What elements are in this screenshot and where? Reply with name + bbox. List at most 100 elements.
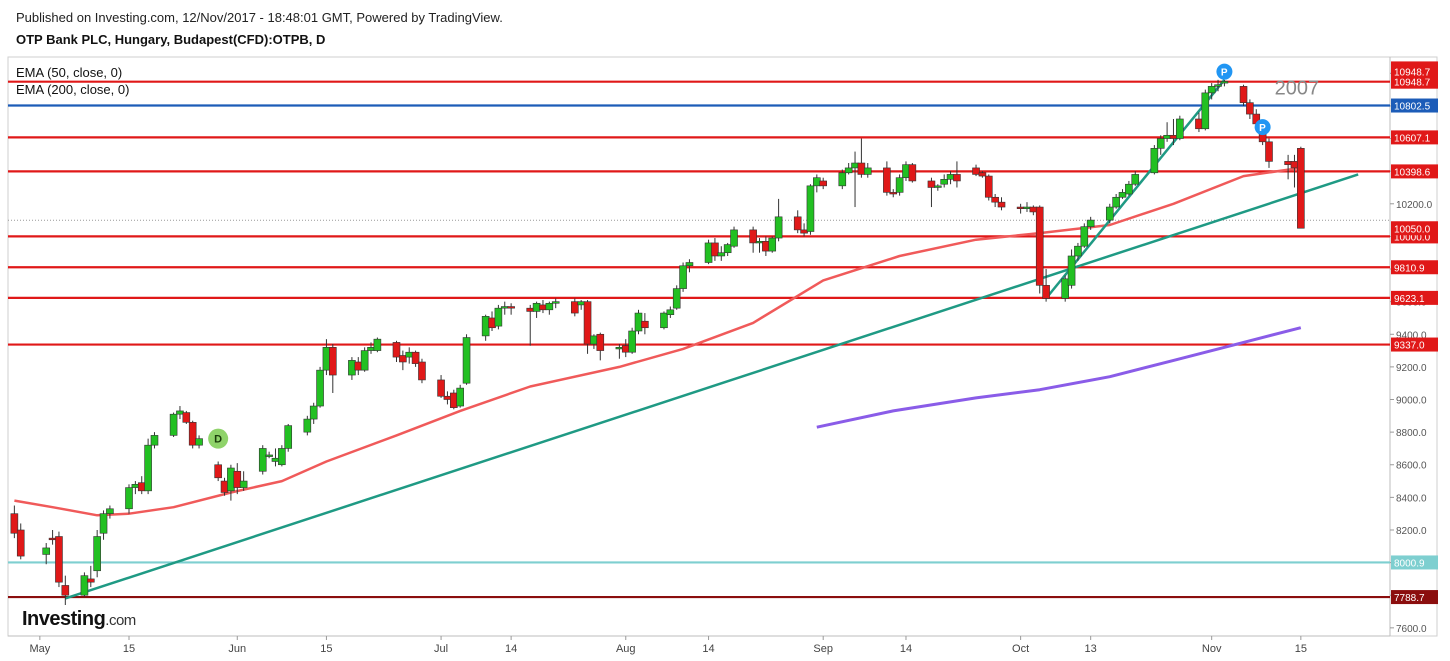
candle-body <box>61 585 70 596</box>
candle <box>55 531 63 588</box>
time-tick-label: May <box>29 643 50 655</box>
candle <box>1265 138 1273 168</box>
candle <box>271 448 280 467</box>
dividend-badge-label: D <box>214 434 222 446</box>
candle <box>908 163 917 183</box>
published-caption: Published on Investing.com, 12/Nov/2017 … <box>16 10 503 25</box>
candle <box>1086 216 1095 230</box>
candle-body <box>99 513 108 534</box>
price-tag-label: 10802.5 <box>1394 102 1431 113</box>
candle <box>679 262 687 292</box>
candle <box>150 432 159 449</box>
candle <box>278 445 286 467</box>
candle-body <box>1169 134 1178 139</box>
candle-body <box>844 167 853 174</box>
pivot-badge <box>1254 119 1271 136</box>
candle-body <box>93 536 101 572</box>
price-tag-label: 8000.9 <box>1394 558 1425 569</box>
candle <box>704 239 713 265</box>
candle <box>239 471 248 491</box>
price-tick-label: 7600.0 <box>1396 624 1427 635</box>
candle-body <box>1207 86 1216 94</box>
candle <box>437 375 445 398</box>
dividend-badge <box>208 428 229 449</box>
candle <box>125 484 133 514</box>
candle-body <box>169 413 178 436</box>
candle-body <box>723 244 732 254</box>
candle <box>418 358 426 384</box>
candle <box>730 226 738 248</box>
candle-body <box>214 464 222 479</box>
candle-body <box>1061 278 1069 299</box>
candle <box>1035 205 1044 294</box>
candle <box>169 412 178 438</box>
indicator-ema-50[interactable]: EMA (50, close, 0) <box>16 65 123 80</box>
annotation-label: 2007 <box>1275 77 1320 99</box>
price-tick-label: 10200.0 <box>1396 200 1433 211</box>
horizontal-levels <box>8 80 1390 599</box>
annotations: D P P 2007 <box>208 63 1320 449</box>
candle-body <box>373 338 382 351</box>
candle-body <box>481 316 490 337</box>
candle-body <box>1195 118 1203 130</box>
candle <box>902 161 910 181</box>
ema-50-line <box>14 166 1301 517</box>
candle-body <box>1265 141 1273 162</box>
candle-body <box>1131 174 1140 185</box>
candle-body <box>494 307 503 327</box>
candle <box>309 402 318 424</box>
candle <box>1297 146 1305 229</box>
candle <box>551 298 560 309</box>
candle <box>660 311 668 330</box>
price-tick-label: 8400.0 <box>1396 493 1427 504</box>
candle-body <box>500 306 509 309</box>
candle-body <box>392 342 401 358</box>
candle-body <box>316 369 324 407</box>
candle <box>1214 79 1222 92</box>
candle-body <box>615 347 624 350</box>
candle <box>42 543 51 565</box>
price-tick-label: 8800.0 <box>1396 428 1427 439</box>
time-tick-label: 15 <box>1295 643 1307 655</box>
price-tag <box>1391 337 1438 352</box>
candle-body <box>348 360 356 376</box>
candle-body <box>284 425 293 449</box>
candle-body <box>1156 138 1165 149</box>
candle-body <box>1112 196 1120 208</box>
candle <box>1163 122 1171 142</box>
candle-body <box>144 444 152 492</box>
candle-body <box>621 345 630 353</box>
candle-body <box>1176 118 1184 139</box>
candle-body <box>730 229 738 247</box>
pivot-badge-label: P <box>1259 123 1266 134</box>
trend-line <box>64 173 1359 600</box>
candle-body <box>507 306 515 309</box>
candle <box>1131 171 1140 186</box>
candle <box>755 238 764 253</box>
candle-body <box>577 301 585 306</box>
candle <box>1112 194 1120 209</box>
indicator-ema-200[interactable]: EMA (200, close, 0) <box>16 82 130 97</box>
candle <box>1201 89 1210 131</box>
trend-line <box>1045 79 1226 300</box>
candle-body <box>195 438 203 446</box>
investing-logo: Investing.com <box>22 608 136 631</box>
price-axis: 7600.07800.08000.08200.08400.08600.08800… <box>1390 61 1438 635</box>
candle-body <box>443 395 452 400</box>
candle <box>539 300 547 314</box>
candle <box>1246 99 1254 119</box>
candle-body <box>762 241 770 252</box>
candles <box>10 79 1305 606</box>
candle <box>188 420 197 449</box>
candle <box>972 164 980 177</box>
candle <box>176 406 184 420</box>
candle-body <box>666 309 675 315</box>
price-tag-label: 7788.7 <box>1394 593 1425 604</box>
candle-body <box>437 379 445 397</box>
candle <box>621 339 630 358</box>
candle <box>711 238 719 261</box>
candle-body <box>131 484 140 488</box>
candle-body <box>42 547 51 555</box>
price-tag-label: 9337.0 <box>1394 341 1425 352</box>
